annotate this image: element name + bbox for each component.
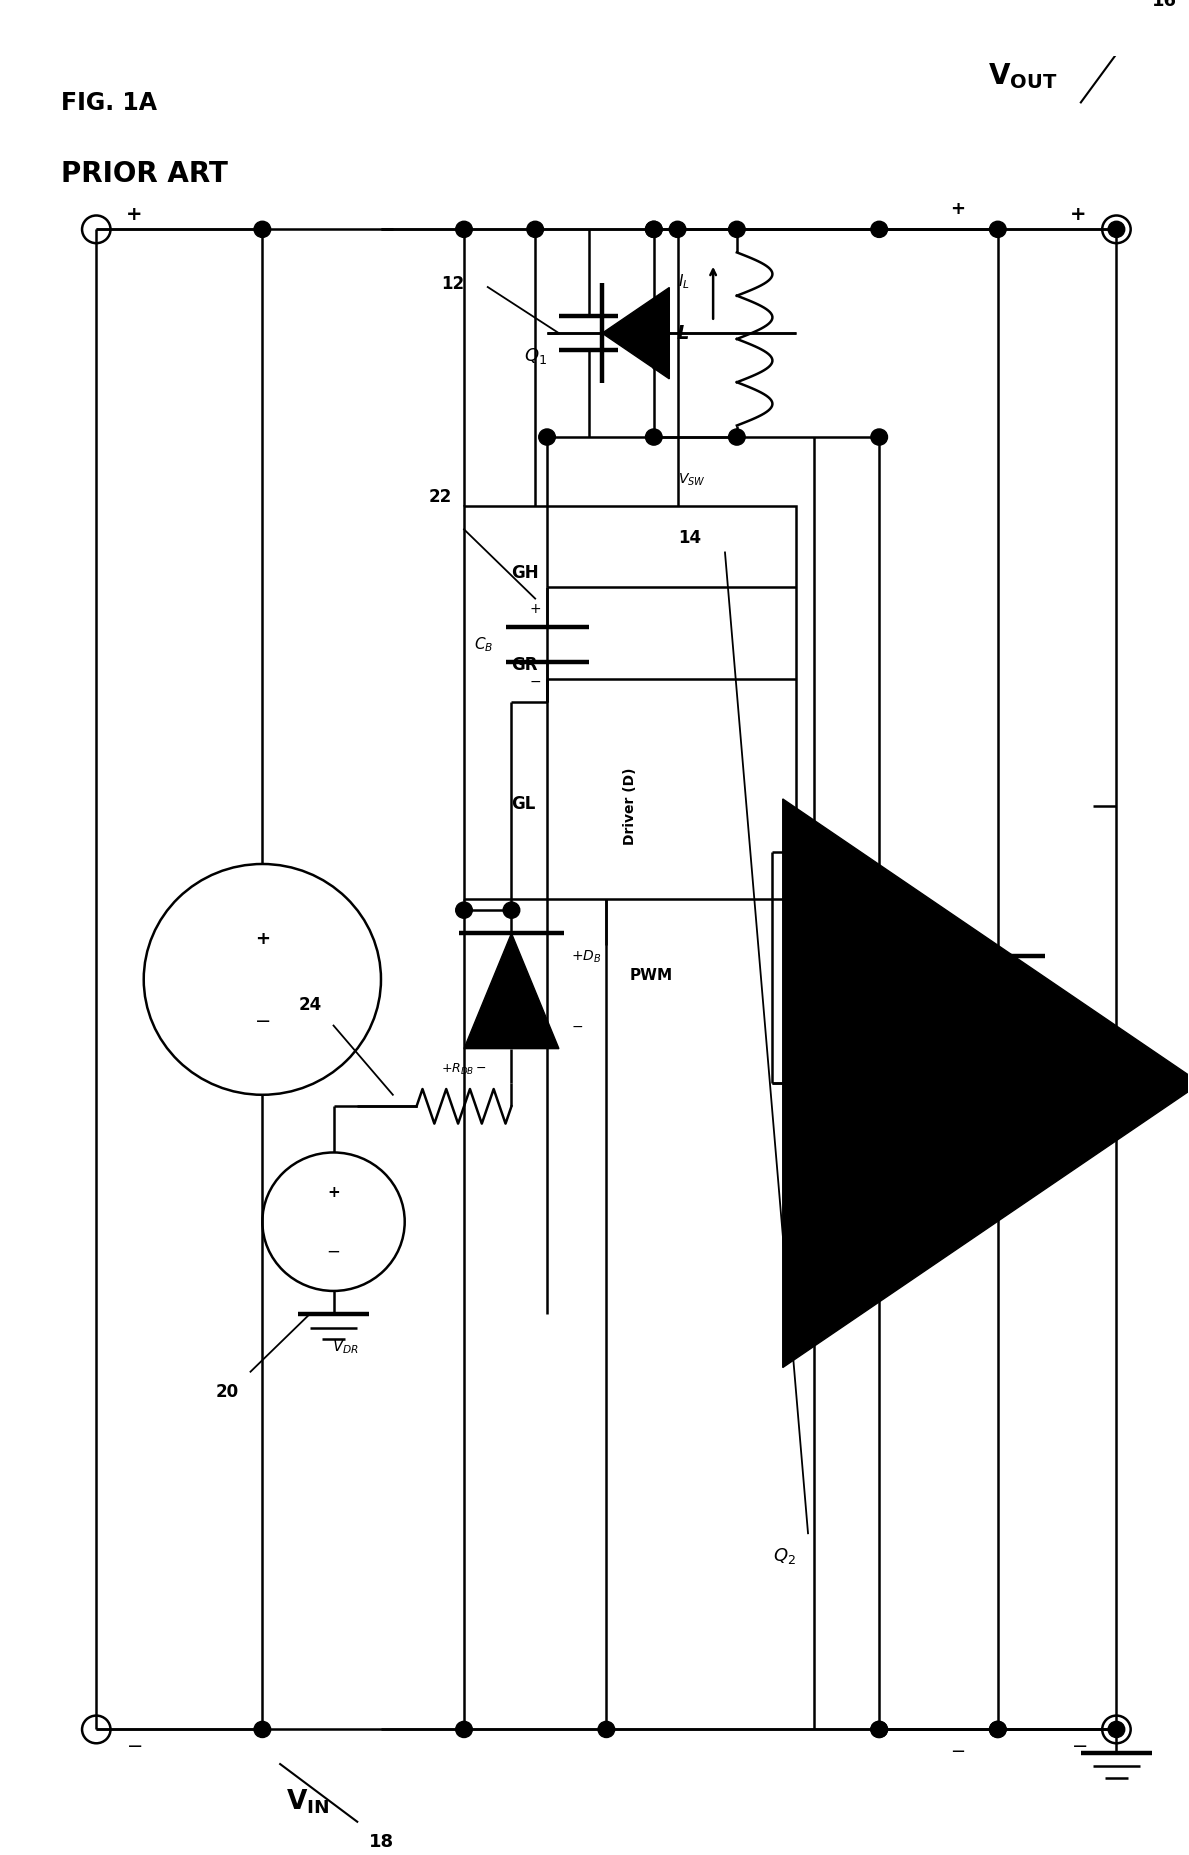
Polygon shape	[602, 288, 669, 378]
Text: PWM: PWM	[630, 968, 673, 983]
Text: Driver (D): Driver (D)	[623, 768, 637, 846]
Text: $V_{SW}$: $V_{SW}$	[678, 471, 705, 488]
Text: $Q_1$: $Q_1$	[524, 347, 547, 365]
Text: 18: 18	[369, 1833, 395, 1851]
Text: +: +	[327, 1185, 340, 1200]
Circle shape	[729, 221, 746, 237]
Text: +: +	[126, 204, 143, 224]
Circle shape	[1108, 221, 1125, 237]
Text: 20: 20	[215, 1384, 239, 1401]
Text: GR: GR	[511, 657, 537, 673]
Text: $\mathbf{V_{IN}}$: $\mathbf{V_{IN}}$	[287, 1786, 329, 1816]
Circle shape	[539, 429, 555, 445]
Polygon shape	[464, 933, 559, 1048]
Text: $\mathbf{V_{OUT}}$: $\mathbf{V_{OUT}}$	[988, 61, 1057, 91]
Circle shape	[503, 902, 520, 918]
Text: $C_B$: $C_B$	[474, 636, 493, 655]
Circle shape	[527, 221, 543, 237]
Text: $+$: $+$	[914, 1120, 929, 1139]
Circle shape	[669, 221, 686, 237]
Circle shape	[646, 221, 662, 237]
Circle shape	[729, 429, 746, 445]
Circle shape	[598, 1721, 615, 1738]
Text: $+D_B$: $+D_B$	[571, 948, 602, 965]
Circle shape	[254, 1721, 271, 1738]
Text: $Q_2$: $Q_2$	[773, 1547, 797, 1566]
Text: $-$: $-$	[254, 1011, 270, 1030]
Circle shape	[455, 902, 472, 918]
Circle shape	[989, 221, 1006, 237]
Text: L: L	[677, 323, 690, 343]
Circle shape	[870, 429, 887, 445]
Text: GH: GH	[511, 564, 539, 582]
Circle shape	[646, 429, 662, 445]
Text: $-$: $-$	[571, 1018, 583, 1033]
Text: 12: 12	[441, 276, 464, 293]
Circle shape	[455, 221, 472, 237]
Text: GL: GL	[511, 794, 536, 812]
Circle shape	[989, 1721, 1006, 1738]
Text: $-$: $-$	[950, 1742, 965, 1759]
Text: 14: 14	[678, 529, 702, 547]
Text: $+R_{DB}-$: $+R_{DB}-$	[441, 1063, 487, 1078]
Circle shape	[455, 1721, 472, 1738]
Text: $V_{DR}$: $V_{DR}$	[332, 1337, 359, 1356]
Text: PRIOR ART: PRIOR ART	[61, 160, 227, 187]
Bar	[464, 506, 797, 898]
Circle shape	[254, 221, 271, 237]
Text: 22: 22	[429, 488, 452, 506]
Text: +: +	[254, 929, 270, 948]
Text: $-$: $-$	[1070, 1734, 1087, 1755]
Text: 16: 16	[1152, 0, 1177, 9]
Text: $C_{OUT}$: $C_{OUT}$	[902, 970, 938, 989]
Text: $-$: $-$	[529, 673, 541, 688]
Circle shape	[1108, 1721, 1125, 1738]
Text: +: +	[1070, 204, 1087, 224]
Text: $-$: $-$	[126, 1734, 143, 1755]
Text: FIG. 1A: FIG. 1A	[61, 91, 157, 115]
Text: $-$: $-$	[914, 1028, 929, 1046]
Circle shape	[870, 1721, 887, 1738]
Circle shape	[989, 1721, 1006, 1738]
Text: $V_{Q2}$: $V_{Q2}$	[962, 1074, 989, 1093]
Text: +: +	[529, 601, 541, 616]
Circle shape	[870, 221, 887, 237]
Text: 24: 24	[298, 996, 322, 1015]
Text: $I_L$: $I_L$	[678, 273, 690, 291]
Text: +: +	[950, 200, 965, 217]
Circle shape	[646, 221, 662, 237]
Polygon shape	[782, 800, 1189, 1367]
Text: $-$: $-$	[327, 1241, 340, 1260]
Circle shape	[870, 1721, 887, 1738]
